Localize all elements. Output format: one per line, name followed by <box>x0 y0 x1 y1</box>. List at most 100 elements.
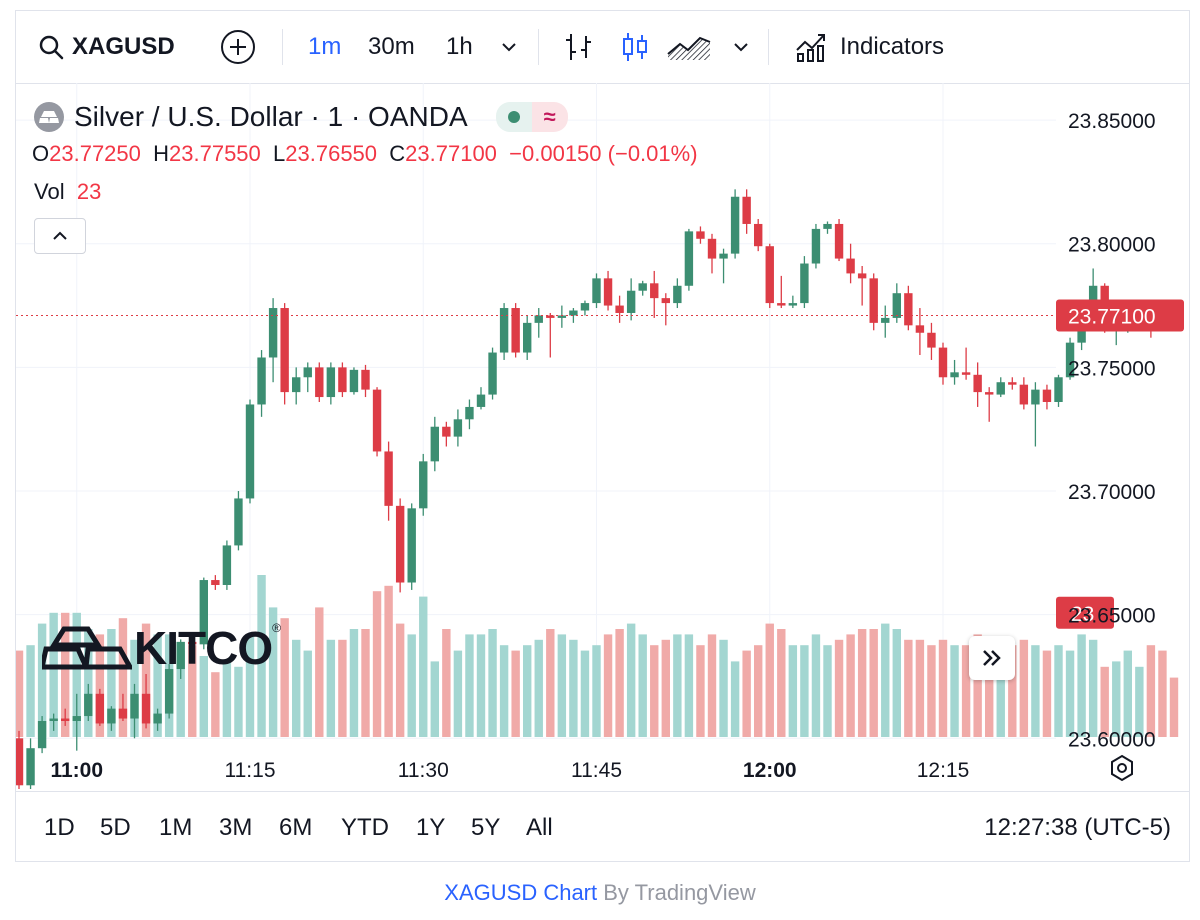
volume-bar <box>1077 634 1086 737</box>
range-ytd-button[interactable]: YTD <box>341 814 389 841</box>
candle-body <box>61 718 70 721</box>
volume-bar <box>938 639 948 737</box>
volume-bar <box>985 645 994 737</box>
candle-body <box>626 290 636 313</box>
volume-bar <box>626 623 636 737</box>
close-value: 23.77100 <box>405 141 497 166</box>
volume-bar <box>26 645 35 737</box>
candle-body <box>638 283 647 291</box>
timezone-clock[interactable]: 12:27:38 (UTC-5) <box>984 814 1171 841</box>
candle-body <box>1008 382 1017 385</box>
range-bar: 1D 5D 1M 3M 6M YTD 1Y 5Y All 12:27:38 (U… <box>16 791 1189 864</box>
candle-body <box>361 369 370 390</box>
volume-bar <box>546 629 555 737</box>
candle-body <box>430 426 439 462</box>
volume-bar <box>615 629 624 737</box>
double-chevron-right-icon <box>980 648 1004 668</box>
volume-bar <box>800 645 809 737</box>
volume-bar <box>107 629 116 737</box>
range-5d-button[interactable]: 5D <box>100 814 131 841</box>
chart-pane[interactable]: 23.77100 23 23.85000 23.80000 23.75000 23.70… <box>16 83 1189 789</box>
series-legend[interactable]: Silver / U.S. Dollar · 1 · OANDA ≈ <box>34 101 568 133</box>
candle-body <box>927 332 936 348</box>
candle-body <box>557 315 567 318</box>
toolbar-divider <box>768 29 769 65</box>
scroll-to-realtime-button[interactable] <box>969 636 1015 680</box>
range-1m-button[interactable]: 1M <box>159 814 193 841</box>
chart-toolbar: XAGUSD 1m 30m 1h <box>16 11 1189 84</box>
range-1d-button[interactable]: 1D <box>44 814 75 841</box>
candle-body <box>453 419 463 437</box>
interval-1m-button[interactable]: 1m <box>308 33 342 60</box>
area-chart-icon <box>666 30 712 64</box>
price-chart[interactable]: 23.77100 23 23.85000 23.80000 23.75000 23.70… <box>16 83 1189 789</box>
candle-body <box>326 367 336 398</box>
candle-body <box>707 238 717 259</box>
candle-body <box>199 580 208 645</box>
range-all-button[interactable]: All <box>526 814 553 841</box>
candle-body <box>523 322 532 353</box>
ohlc-bars-icon <box>562 30 596 64</box>
volume-bar <box>176 650 185 737</box>
candle-body <box>476 394 486 407</box>
candle-body <box>395 505 405 583</box>
volume-bar <box>338 639 347 737</box>
volume-bar <box>511 650 520 737</box>
candle-body <box>869 278 878 323</box>
volume-bar <box>465 634 474 737</box>
interval-30m-button[interactable]: 30m <box>368 33 415 60</box>
range-3m-button[interactable]: 3M <box>219 814 253 841</box>
compare-symbol-button[interactable] <box>220 11 256 83</box>
volume-bar <box>303 650 312 737</box>
time-tick-label: 12:15 <box>917 759 970 782</box>
candle-body <box>499 308 509 353</box>
interval-1h-button[interactable]: 1h <box>446 33 473 60</box>
range-6m-button[interactable]: 6M <box>279 814 313 841</box>
volume-label: Vol <box>34 179 65 204</box>
series-title: Silver / U.S. Dollar · 1 · OANDA <box>74 101 468 132</box>
volume-bar <box>834 639 844 737</box>
symbol-label: XAGUSD <box>72 33 175 60</box>
candle-body <box>234 498 243 546</box>
symbol-search-button[interactable]: XAGUSD <box>38 11 175 83</box>
volume-bar <box>557 634 567 737</box>
volume-bar <box>1065 650 1075 737</box>
candle-body <box>257 357 266 405</box>
volume-bar <box>569 639 578 737</box>
candle-body <box>1088 285 1098 311</box>
chart-settings-button[interactable] <box>1108 754 1136 787</box>
volume-bar <box>719 639 728 737</box>
market-open-dot-icon <box>495 102 532 132</box>
change-value: −0.00150 (−0.01%) <box>509 141 698 166</box>
candle-body <box>349 369 359 393</box>
candle-body <box>985 392 994 395</box>
legend-collapse-button[interactable] <box>34 218 86 254</box>
volume-bar <box>419 596 428 737</box>
indicators-icon <box>794 30 828 64</box>
range-1y-button[interactable]: 1Y <box>416 814 446 841</box>
candle-body <box>153 713 162 724</box>
candle-body <box>765 246 774 304</box>
interval-dropdown-button[interactable] <box>500 11 518 83</box>
bar-chart-type-button[interactable] <box>562 11 596 83</box>
price-tick-label: 23.85000 <box>1068 110 1156 133</box>
volume-bar <box>372 591 382 737</box>
volume-bar <box>881 623 890 737</box>
time-tick-label: 11:30 <box>398 759 449 782</box>
chart-widget: XAGUSD 1m 30m 1h <box>15 10 1190 862</box>
market-status-pill[interactable]: ≈ <box>495 102 568 132</box>
kitco-wordmark: KITCO <box>134 622 273 674</box>
volume-bar <box>696 645 705 737</box>
last-price-tag <box>1056 299 1184 332</box>
candle-body <box>1054 377 1063 402</box>
volume-bar <box>95 634 105 737</box>
attribution-link[interactable]: XAGUSD Chart <box>444 880 598 905</box>
indicators-button[interactable]: Indicators <box>794 11 944 83</box>
area-chart-type-button[interactable] <box>666 11 712 83</box>
candle-body <box>730 196 740 254</box>
chart-type-dropdown-button[interactable] <box>732 11 750 83</box>
range-5y-button[interactable]: 5Y <box>471 814 501 841</box>
candle-chart-type-button[interactable] <box>618 11 652 83</box>
volume-bar <box>904 639 913 737</box>
volume-bar <box>72 612 81 737</box>
